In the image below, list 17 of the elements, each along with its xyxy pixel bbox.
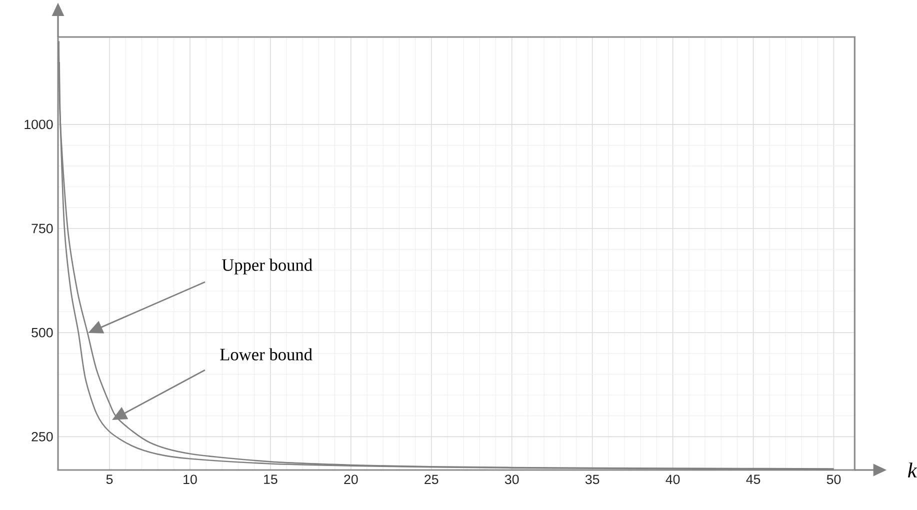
x-tick-label: 5 [106,474,113,484]
x-tick-label: 40 [666,474,680,484]
x-tick-label: 10 [184,474,197,484]
x-tick-label: 35 [585,474,600,484]
x-tick-label: 45 [746,474,760,484]
y-tick-label: 500 [32,328,53,338]
x-tick-label: 20 [344,474,358,484]
annotation: Upper bound [222,258,312,274]
y-tick-label: 250 [32,432,53,442]
y-tick-label: 750 [32,224,53,234]
x-tick-label: 25 [424,474,438,484]
x-axis-title: k [908,462,917,478]
annotation: Lower bound [220,348,312,360]
x-tick-label: 50 [826,474,841,484]
x-tick-label: 30 [504,474,519,484]
y-tick-label: 1000 [24,120,53,130]
x-tick-label: 15 [264,474,278,484]
